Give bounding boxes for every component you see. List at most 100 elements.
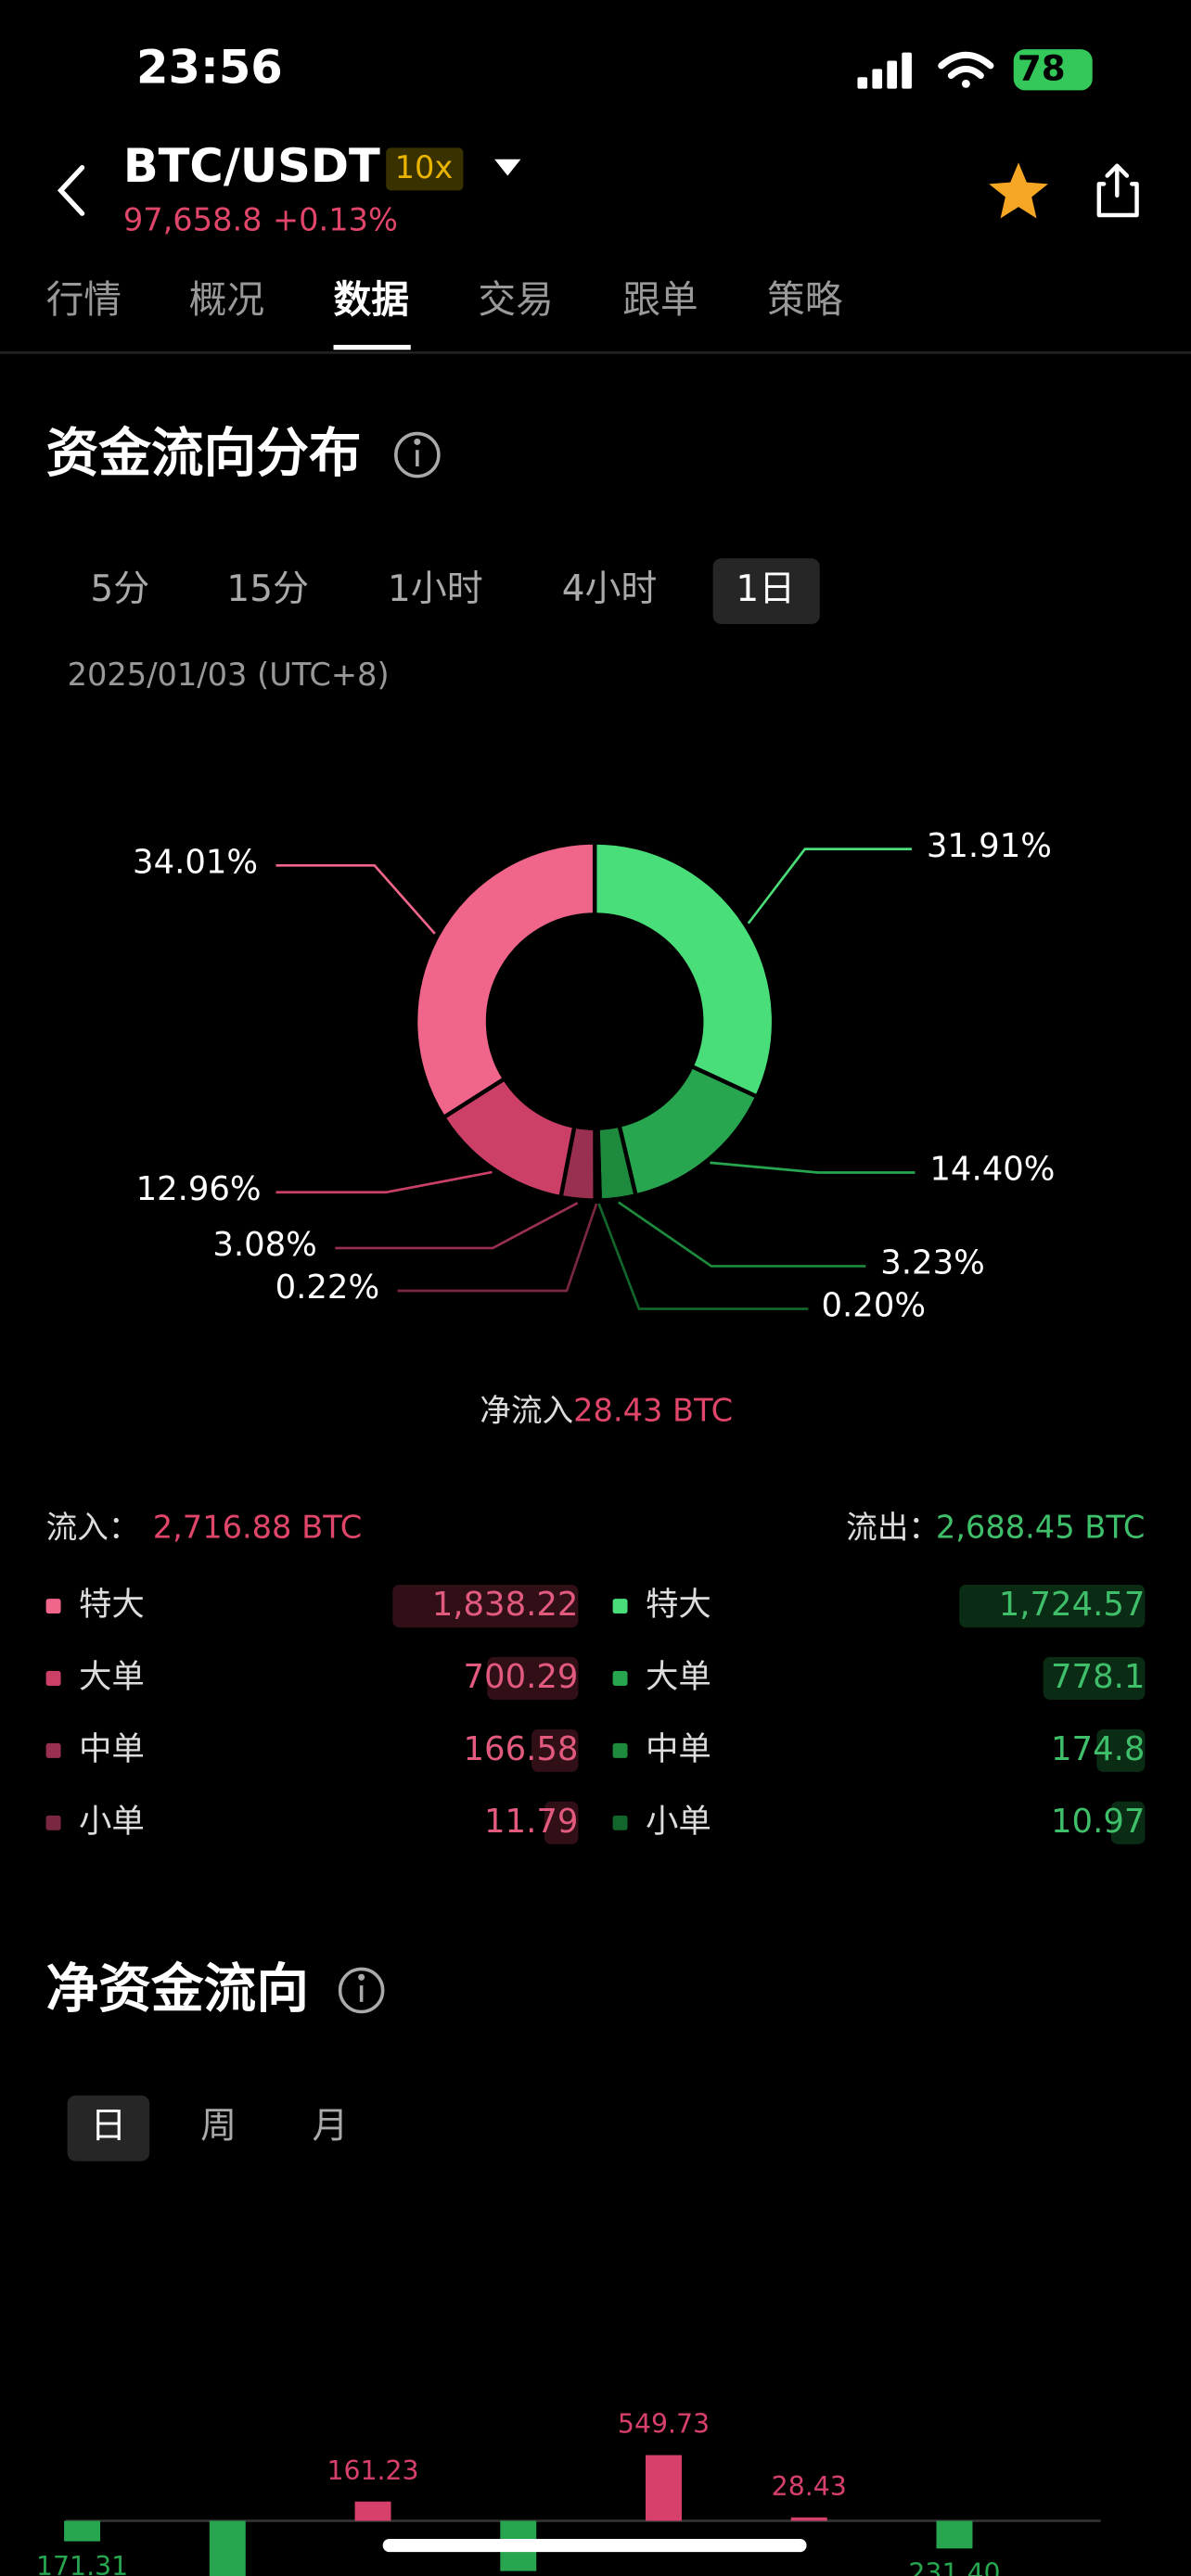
period-option[interactable]: 15分 xyxy=(226,568,309,610)
wifi-icon xyxy=(938,51,994,88)
donut-slice xyxy=(592,840,776,1100)
leader-line xyxy=(710,1161,916,1174)
info-icon[interactable] xyxy=(338,1967,385,2014)
share-button[interactable] xyxy=(1096,163,1139,218)
row-marker xyxy=(45,1599,61,1614)
price-change: +0.13% xyxy=(273,202,398,238)
inflow-label: 流入： xyxy=(46,1509,140,1545)
net-label: 净流入 xyxy=(480,1393,573,1429)
row-label: 小单 xyxy=(79,1803,145,1841)
home-indicator xyxy=(382,2538,807,2553)
favorite-star[interactable] xyxy=(989,162,1048,219)
value-bar xyxy=(392,1585,579,1628)
value-bar xyxy=(1110,1801,1146,1844)
net-bar xyxy=(790,2517,827,2521)
tab[interactable]: 策略 xyxy=(767,277,843,322)
leader-line xyxy=(335,1202,579,1250)
row-marker xyxy=(612,1742,628,1758)
row-marker xyxy=(612,1815,628,1830)
row-marker xyxy=(45,1670,61,1686)
row-value: 700.29 xyxy=(464,1658,579,1696)
value-bar xyxy=(531,1728,579,1772)
row-marker xyxy=(612,1599,628,1614)
row-label: 中单 xyxy=(646,1730,711,1768)
net-bar xyxy=(64,2520,101,2542)
period-active-bg xyxy=(67,2095,150,2162)
slice-label: 34.01% xyxy=(133,844,258,882)
battery xyxy=(1013,49,1093,91)
period-option[interactable]: 月 xyxy=(313,2106,349,2148)
value-bar xyxy=(959,1585,1146,1628)
row-marker xyxy=(612,1670,628,1686)
value-bar xyxy=(544,1801,579,1844)
period-option[interactable]: 日 xyxy=(90,2106,126,2148)
bar-label: 28.43 xyxy=(772,2471,847,2502)
bar-label: 161.23 xyxy=(327,2455,418,2486)
outflow-label: 流出： xyxy=(846,1509,940,1545)
row-label: 特大 xyxy=(646,1586,711,1624)
value-bar xyxy=(1096,1728,1146,1772)
value-bar xyxy=(487,1656,579,1700)
row-value: 174.8 xyxy=(1051,1730,1145,1768)
section-title: 净资金流向 xyxy=(46,1958,309,2020)
bar-label: 231.40 xyxy=(908,2558,1000,2576)
row-marker xyxy=(45,1742,61,1758)
row-label: 大单 xyxy=(79,1658,145,1696)
leverage-badge xyxy=(386,147,464,191)
leader-line xyxy=(597,1203,809,1310)
tab[interactable]: 跟单 xyxy=(622,277,698,322)
dropdown-arrow[interactable] xyxy=(494,159,521,176)
net-value: 28.43 BTC xyxy=(573,1393,733,1429)
tab[interactable]: 行情 xyxy=(46,277,122,322)
leader-line xyxy=(397,1203,598,1293)
leader-line xyxy=(275,863,436,935)
row-value: 10.97 xyxy=(1051,1803,1145,1841)
row-label: 大单 xyxy=(646,1658,711,1696)
period-option[interactable]: 5分 xyxy=(90,568,149,610)
slice-label: 14.40% xyxy=(929,1151,1055,1189)
period-option[interactable]: 1日 xyxy=(736,568,795,610)
pair-name: BTC/USDT xyxy=(123,139,380,193)
leader-line xyxy=(617,1201,866,1268)
row-label: 特大 xyxy=(79,1586,145,1624)
leverage: 10x xyxy=(395,149,454,185)
tab[interactable]: 交易 xyxy=(478,277,553,322)
slice-label: 3.23% xyxy=(880,1244,984,1282)
period-active-bg xyxy=(712,558,820,624)
outflow-total: 2,688.45 BTC xyxy=(936,1509,1146,1545)
slice-label: 3.08% xyxy=(212,1226,316,1264)
row-value: 1,724.57 xyxy=(999,1586,1146,1624)
inflow-total: 2,716.88 BTC xyxy=(153,1509,363,1545)
net-bar xyxy=(936,2520,973,2549)
net-bar xyxy=(209,2520,246,2576)
row-marker xyxy=(45,1815,61,1830)
tab[interactable]: 概况 xyxy=(189,277,264,322)
back-button[interactable] xyxy=(57,164,85,216)
period-option[interactable]: 4小时 xyxy=(562,568,658,610)
net-bar xyxy=(646,2455,682,2521)
bar-label: 549.73 xyxy=(618,2409,710,2440)
leader-line xyxy=(747,848,912,925)
row-value: 166.58 xyxy=(464,1730,579,1768)
row-value: 11.79 xyxy=(484,1803,578,1841)
battery-level: 78 xyxy=(1018,48,1066,89)
row-label: 小单 xyxy=(646,1803,711,1841)
row-value: 1,838.22 xyxy=(432,1586,579,1624)
tab-underline xyxy=(333,344,411,351)
info-icon[interactable] xyxy=(394,431,441,478)
section-title: 资金流向分布 xyxy=(46,423,362,484)
status-time: 23:56 xyxy=(136,41,283,95)
net-bar xyxy=(354,2501,391,2521)
leader-line xyxy=(275,1170,493,1194)
tab[interactable]: 数据 xyxy=(334,277,409,322)
slice-label: 31.91% xyxy=(927,827,1052,865)
date: 2025/01/03 (UTC+8) xyxy=(68,657,390,693)
divider xyxy=(0,351,1191,354)
price: 97,658.8 xyxy=(123,202,263,238)
period-option[interactable]: 1小时 xyxy=(388,568,483,610)
slice-label: 12.96% xyxy=(136,1170,262,1208)
period-option[interactable]: 周 xyxy=(200,2106,237,2148)
